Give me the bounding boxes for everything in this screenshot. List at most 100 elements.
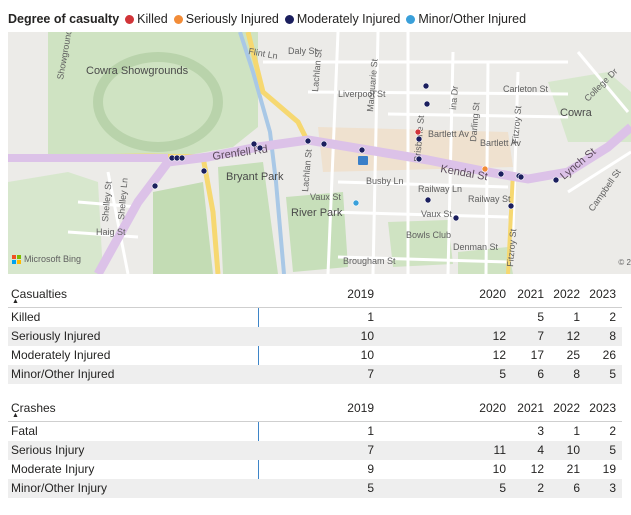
year-header[interactable]: 2019	[347, 287, 374, 301]
casualty-point[interactable]	[497, 170, 505, 178]
year-header[interactable]: 2023	[589, 401, 616, 415]
label-shelley-ln: Shelley Ln	[116, 177, 130, 220]
legend: Degree of casualty Killed Seriously Inju…	[8, 10, 532, 28]
crashes-header[interactable]: Crashes	[11, 401, 56, 415]
road-north	[245, 32, 311, 144]
casualty-point[interactable]	[424, 196, 432, 204]
casualty-point[interactable]	[414, 128, 422, 136]
label-darling-st: Darling St	[468, 101, 481, 142]
casualty-point[interactable]	[304, 137, 312, 145]
legend-label-minor-injured: Minor/Other Injured	[418, 12, 527, 26]
year-header[interactable]: 2019	[347, 401, 374, 415]
table-cell: 26	[602, 348, 616, 362]
table-row: Moderately Injured 10 12 17 25 26	[8, 346, 622, 365]
casualty-point[interactable]	[151, 182, 159, 190]
legend-label-seriously-injured: Seriously Injured	[185, 12, 279, 26]
crashes-body: Fatal 1 3 1 2 Serious Injury 7 11 4 10 5…	[8, 422, 622, 498]
casualty-point[interactable]	[358, 146, 366, 154]
casualty-point[interactable]	[178, 154, 186, 162]
table-cell: 5	[609, 443, 616, 457]
table-cell: 10	[360, 348, 374, 362]
bowls-club-area	[388, 220, 453, 267]
row-label: Fatal	[11, 424, 38, 438]
casualty-point[interactable]	[320, 140, 328, 148]
table-cell: 8	[609, 329, 616, 343]
map-canvas[interactable]: Cowra Showgrounds Showground Grenfell Rd…	[8, 32, 631, 274]
green-area-west	[8, 172, 103, 274]
table-row: Killed 1 5 1 2	[8, 308, 622, 327]
casualties-header[interactable]: Casualties	[11, 287, 68, 301]
label-bryant: Bryant Park	[226, 171, 284, 183]
table-cell: 25	[566, 348, 580, 362]
table-cell: 5	[367, 481, 374, 495]
table-cell: 1	[367, 310, 374, 324]
table-cell: 5	[499, 367, 506, 381]
table-row: Minor/Other Injured 7 5 6 8 5	[8, 365, 622, 384]
year-header[interactable]: 2022	[553, 287, 580, 301]
table-cell: 1	[573, 424, 580, 438]
table-cell: 7	[367, 367, 374, 381]
label-showgrounds: Cowra Showgrounds	[86, 65, 189, 77]
table-cell: 12	[530, 462, 544, 476]
table-row: Moderate Injury 9 10 12 21 19	[8, 460, 622, 479]
map-copyright: © 2	[618, 258, 631, 267]
microsoft-logo-icon	[12, 254, 21, 264]
row-label: Minor/Other Injured	[11, 367, 115, 381]
row-label: Seriously Injured	[11, 329, 101, 343]
table-cell: 2	[609, 424, 616, 438]
table-cell: 3	[537, 424, 544, 438]
legend-item-moderately-injured[interactable]: Moderately Injured	[284, 12, 400, 26]
year-header[interactable]: 2021	[517, 287, 544, 301]
casualty-point[interactable]	[200, 167, 208, 175]
legend-item-minor-injured[interactable]: Minor/Other Injured	[406, 12, 526, 26]
casualty-point[interactable]	[352, 199, 360, 207]
legend-item-seriously-injured[interactable]: Seriously Injured	[173, 12, 279, 26]
table-cell: 21	[566, 462, 580, 476]
table-cell: 12	[566, 329, 580, 343]
sort-ascending-icon[interactable]: ▲	[12, 412, 19, 419]
legend-title: Degree of casualty	[8, 12, 120, 26]
bryant-park-area	[218, 162, 278, 274]
casualty-point[interactable]	[422, 82, 430, 90]
table-cell: 1	[573, 310, 580, 324]
table-cell: 5	[537, 310, 544, 324]
casualty-point[interactable]	[552, 176, 560, 184]
table-cell: 8	[573, 367, 580, 381]
casualty-point[interactable]	[481, 165, 489, 173]
table-row: Seriously Injured 10 12 7 12 8	[8, 327, 622, 346]
label-railway-ln: Railway Ln	[418, 184, 462, 194]
casualty-point[interactable]	[517, 173, 525, 181]
casualty-point[interactable]	[507, 202, 515, 210]
casualty-point[interactable]	[256, 144, 264, 152]
casualty-point[interactable]	[452, 214, 460, 222]
year-header[interactable]: 2020	[479, 287, 506, 301]
sort-ascending-icon[interactable]: ▲	[12, 298, 19, 305]
label-railway-st: Railway St	[468, 194, 511, 204]
casualty-point[interactable]	[415, 155, 423, 163]
legend-dot-moderately-injured	[284, 14, 294, 24]
table-cell: 17	[530, 348, 544, 362]
year-header[interactable]: 2022	[553, 401, 580, 415]
bing-brand-text: Microsoft Bing	[24, 254, 82, 264]
racetrack	[93, 52, 223, 152]
year-header[interactable]: 2021	[517, 401, 544, 415]
table-cell: 3	[609, 481, 616, 495]
crashes-header-row: Crashes ▲ 2019 2020 2021 2022 2023	[8, 398, 622, 422]
year-header[interactable]: 2023	[589, 287, 616, 301]
row-label: Moderately Injured	[11, 348, 111, 362]
label-liverpool-st: Liverpool St	[338, 89, 386, 99]
casualty-point[interactable]	[423, 100, 431, 108]
casualty-point[interactable]	[250, 140, 258, 148]
table-row: Fatal 1 3 1 2	[8, 422, 622, 441]
map[interactable]: Cowra Showgrounds Showground Grenfell Rd…	[8, 32, 631, 274]
casualty-point[interactable]	[415, 135, 423, 143]
table-cell: 9	[367, 462, 374, 476]
table-cell: 5	[609, 367, 616, 381]
legend-dot-killed	[125, 14, 135, 24]
road-south	[200, 156, 221, 274]
label-fitzroy-st-south: Fitzroy St	[505, 228, 518, 267]
table-cell: 6	[573, 481, 580, 495]
legend-item-killed[interactable]: Killed	[125, 12, 168, 26]
label-brougham-st: Brougham St	[343, 256, 396, 266]
year-header[interactable]: 2020	[479, 401, 506, 415]
